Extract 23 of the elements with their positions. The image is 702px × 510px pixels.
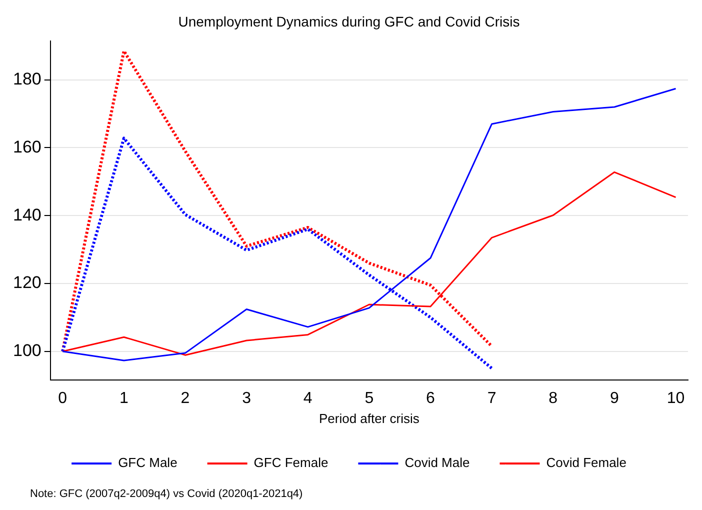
text: Note: GFC (2007q2-2009q4) vs Covid (2020q1-2021q4)	[30, 488, 303, 500]
chart-title: Unemployment Dynamics during GFC and Covid Crisis	[178, 13, 520, 30]
legend-label: GFC Male	[118, 455, 178, 470]
x-tick-label: 2	[180, 390, 190, 408]
y-tick-label: 120	[12, 273, 42, 292]
x-axis-title: Period after crisis	[318, 410, 420, 426]
x-tick-label: 8	[548, 390, 558, 408]
y-tick-label: 160	[12, 137, 42, 156]
legend-label: GFC Female	[254, 455, 328, 470]
x-tick-label: 7	[487, 390, 496, 408]
legend-label: Covid Female	[546, 455, 626, 470]
x-tick-label: 3	[242, 390, 252, 408]
y-tick-label: 180	[12, 70, 42, 89]
y-tick-label: 140	[12, 205, 42, 224]
x-tick-label: 4	[303, 390, 312, 408]
legend-label: Covid Male	[404, 455, 470, 470]
x-tick-label: 5	[364, 390, 374, 408]
x-tick-label: 1	[119, 390, 128, 408]
x-tick-label: 9	[610, 390, 619, 408]
x-tick-label: 10	[666, 390, 685, 408]
y-tick-label: 100	[12, 341, 42, 360]
x-tick-label: 6	[426, 390, 436, 408]
x-tick-label: 0	[58, 390, 68, 408]
